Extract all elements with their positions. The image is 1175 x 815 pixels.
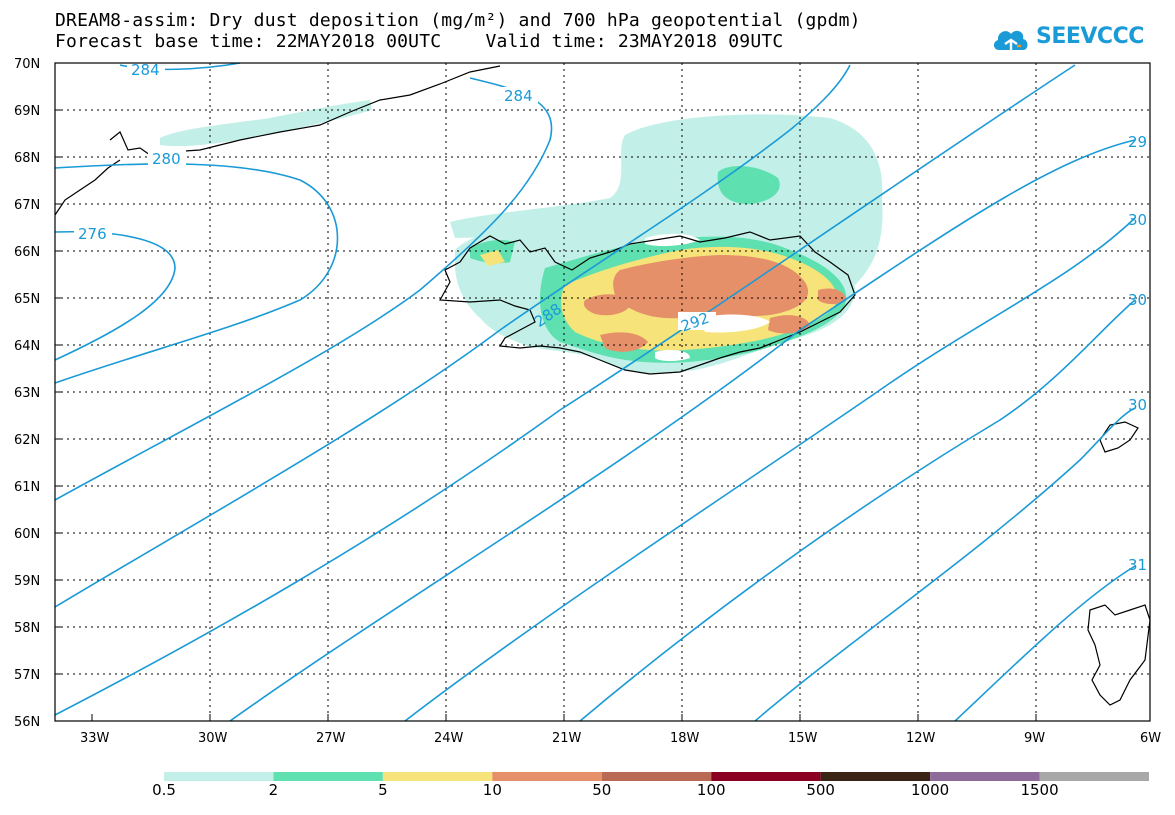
contour-label: 30 <box>1128 291 1147 309</box>
latitude-labels: 70N 69N 68N 67N 66N 65N 64N 63N 62N 61N … <box>14 57 40 730</box>
lat-label: 61N <box>14 480 40 495</box>
legend-label: 1000 <box>911 781 950 799</box>
legend-swatch <box>820 772 931 781</box>
legend-swatch <box>601 772 712 781</box>
lat-label: 69N <box>14 104 40 119</box>
lon-label: 6W <box>1140 731 1161 746</box>
lat-label: 56N <box>14 715 40 730</box>
lat-label: 58N <box>14 621 40 636</box>
contour-label: 30 <box>1128 396 1147 414</box>
lat-label: 68N <box>14 151 40 166</box>
legend-swatch <box>930 772 1040 781</box>
legend-label: 100 <box>696 781 726 799</box>
longitude-labels: 33W 30W 27W 24W 21W 18W 15W 12W 9W 6W <box>80 731 1161 746</box>
legend-swatch <box>382 772 493 781</box>
lat-label: 59N <box>14 574 40 589</box>
lat-label: 66N <box>14 245 40 260</box>
legend-label: 10 <box>482 781 502 799</box>
legend-swatch <box>164 772 274 781</box>
contour-label: 29 <box>1128 133 1147 151</box>
lat-label: 60N <box>14 527 40 542</box>
map-title-line-2: Forecast base time: 22MAY2018 00UTC Vali… <box>55 31 784 52</box>
contour-labels: 284 284 280 276 288 292 29 30 30 30 31 <box>74 61 1147 574</box>
contour-label: 31 <box>1128 556 1147 574</box>
axis-ticks <box>55 109 1037 721</box>
lon-label: 27W <box>316 731 346 746</box>
lon-label: 18W <box>670 731 700 746</box>
lat-label: 64N <box>14 339 40 354</box>
lat-label: 62N <box>14 433 40 448</box>
cloud-icon <box>993 30 1028 50</box>
contour-label: 280 <box>152 150 181 168</box>
dust-shading <box>160 100 883 374</box>
lat-label: 63N <box>14 386 40 401</box>
lon-label: 12W <box>906 731 936 746</box>
legend-swatch <box>492 772 602 781</box>
lon-label: 30W <box>198 731 228 746</box>
legend-colorbar <box>164 772 1149 781</box>
lon-label: 33W <box>80 731 110 746</box>
legend-swatch <box>1039 772 1149 781</box>
legend-label: 50 <box>592 781 612 799</box>
lon-label: 9W <box>1024 731 1045 746</box>
lat-label: 57N <box>14 668 40 683</box>
lon-label: 21W <box>552 731 582 746</box>
contour-label: 30 <box>1128 211 1147 229</box>
geopotential-contours <box>54 62 1136 722</box>
legend-label: 500 <box>806 781 835 799</box>
lat-label: 67N <box>14 198 40 213</box>
legend-label: 0.5 <box>152 781 176 799</box>
contour-label: 284 <box>504 87 533 105</box>
graticule <box>55 63 1150 721</box>
lat-label: 70N <box>14 57 40 72</box>
lon-label: 24W <box>434 731 464 746</box>
legend-swatch <box>273 772 383 781</box>
lat-label: 65N <box>14 292 40 307</box>
lon-label: 15W <box>788 731 818 746</box>
legend-label: 1500 <box>1020 781 1059 799</box>
legend-swatch <box>711 772 821 781</box>
legend-label: 5 <box>378 781 388 799</box>
logo-text: SEEVCCC <box>1036 24 1144 49</box>
coastline <box>54 65 1151 706</box>
map-title-line-1: DREAM8-assim: Dry dust deposition (mg/m²… <box>55 10 861 31</box>
contour-label: 276 <box>78 225 107 243</box>
legend-label: 2 <box>268 781 279 799</box>
contour-label: 284 <box>131 61 160 79</box>
